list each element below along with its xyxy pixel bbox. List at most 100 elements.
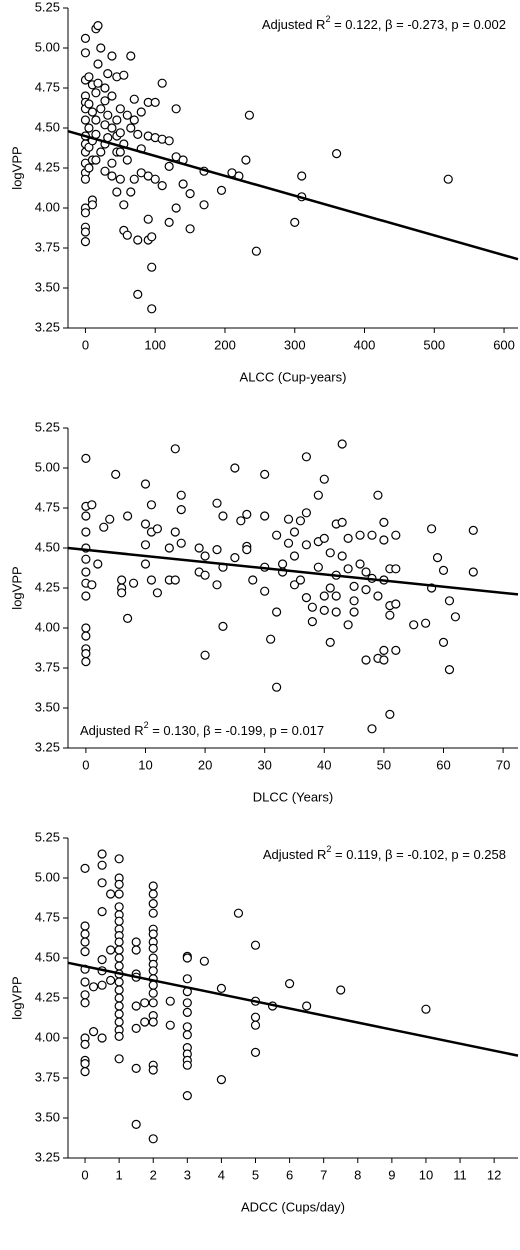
data-point [123, 613, 133, 624]
data-point [295, 516, 306, 526]
annotation-superscript: 2 [326, 844, 331, 854]
data-point [373, 591, 383, 601]
data-point [295, 575, 306, 585]
data-point [319, 605, 329, 616]
data-point [148, 929, 158, 939]
data-point [182, 1007, 192, 1018]
y-tick-label: 4.25 [35, 989, 60, 1004]
data-point [289, 527, 300, 537]
data-point [361, 584, 371, 595]
data-point [248, 575, 258, 585]
data-point [301, 452, 312, 462]
data-point [325, 583, 335, 593]
x-tick-label: 11 [453, 1167, 467, 1182]
data-point [379, 655, 389, 665]
y-tick-label: 4.00 [35, 199, 60, 214]
y-tick-label: 5.25 [35, 0, 60, 14]
data-point [260, 469, 270, 479]
data-point [105, 514, 115, 524]
data-point [99, 522, 109, 532]
x-tick-label: 30 [257, 757, 271, 772]
data-point [284, 978, 295, 989]
data-point [182, 953, 192, 963]
x-tick-label: 50 [377, 757, 391, 772]
data-point [122, 230, 132, 240]
data-point [260, 511, 270, 521]
data-point [367, 530, 377, 540]
data-point [97, 878, 107, 888]
data-point [147, 304, 157, 314]
data-point [126, 123, 136, 133]
data-point [331, 591, 341, 601]
data-point [81, 631, 91, 641]
x-tick-label: 10 [138, 757, 152, 772]
data-point [80, 33, 91, 44]
data-point [194, 543, 204, 553]
data-point [438, 637, 449, 648]
annotation-superscript: 2 [144, 720, 149, 730]
data-point [148, 898, 158, 909]
data-point [468, 567, 478, 577]
data-point [80, 1058, 90, 1069]
data-point [81, 567, 91, 577]
data-point [379, 517, 389, 528]
data-point [355, 559, 365, 569]
data-point [355, 530, 365, 540]
data-point [115, 147, 125, 157]
data-point [114, 902, 124, 912]
y-tick-label: 5.00 [35, 459, 60, 474]
y-axis-label: logVPP [9, 146, 24, 189]
data-point [250, 940, 261, 950]
data-point [114, 985, 124, 995]
data-point [97, 980, 107, 990]
data-point [272, 607, 282, 617]
data-point [178, 179, 188, 189]
data-point [150, 174, 160, 184]
data-point [114, 1009, 124, 1019]
data-point [432, 552, 443, 563]
data-point [100, 166, 110, 176]
data-point [80, 48, 91, 58]
data-point [80, 929, 90, 939]
data-point [115, 128, 125, 138]
x-tick-label: 600 [493, 337, 515, 352]
x-tick-label: 6 [286, 1167, 293, 1182]
data-point [165, 1020, 175, 1030]
data-point [103, 68, 113, 79]
data-point [385, 709, 395, 720]
data-point [171, 203, 181, 213]
data-point [80, 227, 91, 237]
data-point [182, 974, 192, 984]
data-point [361, 655, 371, 665]
data-point [96, 147, 106, 157]
data-point [107, 158, 117, 168]
data-point [140, 998, 150, 1008]
data-point [148, 980, 158, 990]
data-point [242, 544, 252, 555]
data-point [81, 656, 91, 667]
data-point [114, 961, 124, 971]
x-tick-label: 100 [144, 337, 166, 352]
data-point [367, 724, 377, 734]
data-point [343, 533, 353, 544]
data-point [242, 509, 252, 520]
data-point [182, 1022, 192, 1032]
data-point [301, 540, 312, 550]
y-tick-label: 4.75 [35, 79, 60, 94]
data-point [87, 580, 97, 590]
data-point [283, 538, 294, 548]
data-point [176, 490, 186, 500]
data-point [212, 498, 222, 508]
data-point [91, 155, 101, 165]
data-point [244, 110, 254, 120]
data-point [81, 453, 91, 463]
data-point [297, 171, 307, 181]
data-point [379, 535, 389, 545]
data-point [106, 945, 116, 955]
data-point [84, 163, 94, 173]
data-point [131, 1063, 141, 1074]
y-tick-label: 3.25 [35, 1149, 60, 1164]
data-point [391, 645, 401, 656]
data-point [148, 988, 158, 998]
data-point [230, 552, 240, 563]
